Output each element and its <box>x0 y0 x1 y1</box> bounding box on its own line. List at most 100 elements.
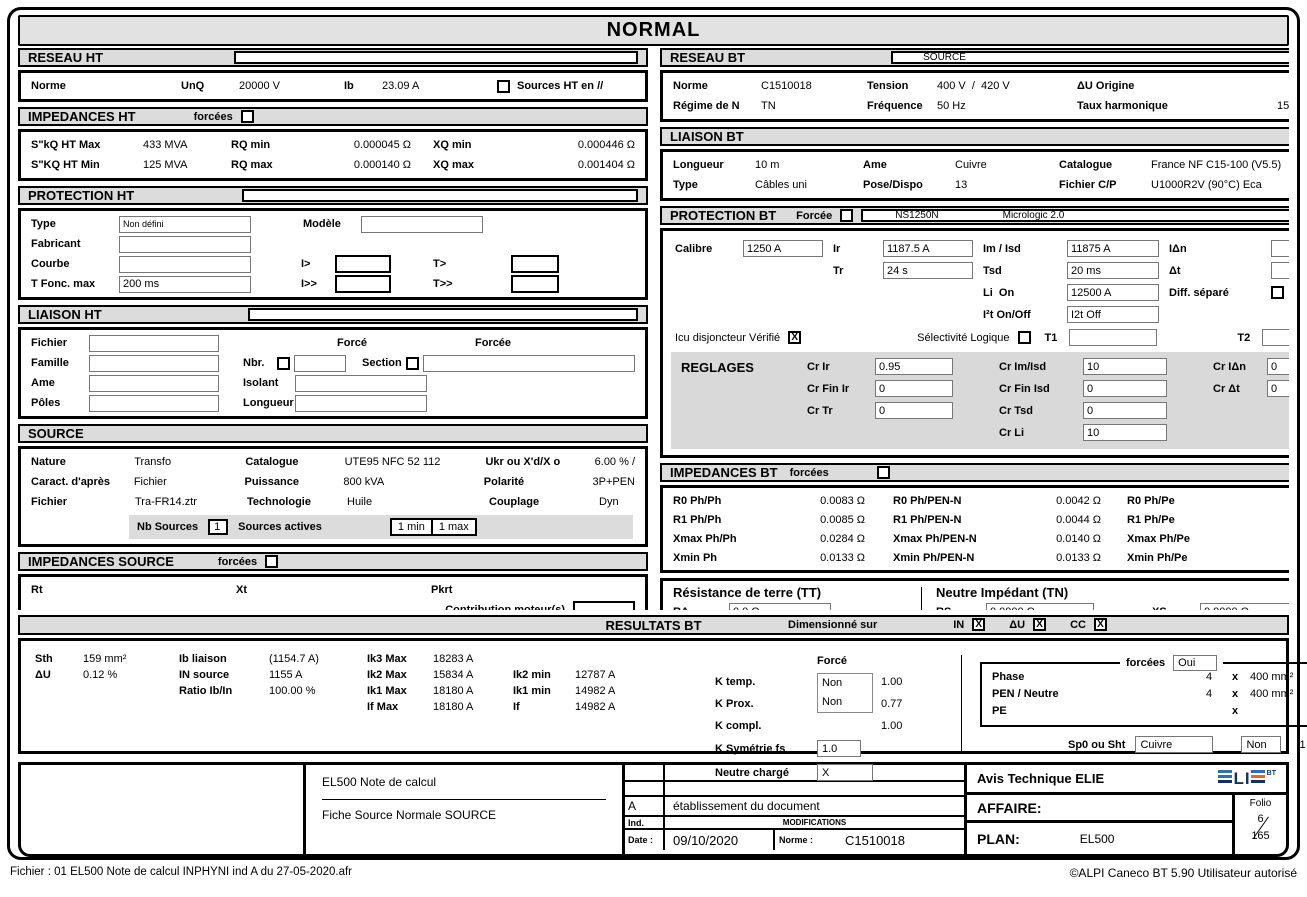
nb-sources-value[interactable]: 1 <box>208 519 229 535</box>
in-source-label: IN source <box>179 669 230 681</box>
sources-ht-label: Sources HT en // <box>517 80 604 92</box>
protection-bt-forcee-checkbox[interactable] <box>840 209 854 222</box>
liaison-bt-box: Longueur 10 m Ame Cuivre Catalogue Franc… <box>660 149 1289 201</box>
nbr-force-checkbox[interactable] <box>277 356 290 370</box>
longueur-ht-input[interactable] <box>295 394 427 412</box>
idn-label: IΔn <box>1169 242 1187 255</box>
cr-ir-label: Cr Ir <box>807 360 830 373</box>
section-force-checkbox[interactable] <box>405 356 419 370</box>
impedances-ht-forcees-checkbox[interactable] <box>240 110 254 123</box>
protection-ht-title: PROTECTION HT <box>28 188 135 203</box>
ra-input[interactable] <box>729 603 831 610</box>
t-gtgt-input[interactable] <box>511 275 559 293</box>
diff-separe-checkbox[interactable] <box>1271 286 1284 299</box>
fabricant-input[interactable] <box>119 235 251 253</box>
im-isd-input[interactable] <box>1067 240 1159 257</box>
cr-dt-input[interactable] <box>1267 380 1289 397</box>
cr-fin-isd-input[interactable] <box>1083 380 1167 397</box>
cr-fin-ir-input[interactable] <box>875 380 953 397</box>
reseau-bt-name-box[interactable]: SOURCE <box>891 51 1289 64</box>
impedances-bt-forcees-checkbox[interactable] <box>876 466 890 479</box>
neutre-charge-input[interactable]: X <box>817 764 873 781</box>
cr-idn-input[interactable] <box>1267 358 1289 375</box>
t-gtgt-label: T>> <box>433 278 453 290</box>
fichier-input[interactable] <box>89 334 219 352</box>
i2t-onoff-label: I²t On/Off <box>983 308 1031 321</box>
sources-ht-checkbox[interactable] <box>497 79 510 93</box>
rs-input[interactable] <box>986 603 1094 610</box>
poles-input[interactable] <box>89 394 219 412</box>
cr-li-input[interactable] <box>1083 424 1167 441</box>
sp0-material-input[interactable]: Cuivre <box>1135 736 1214 753</box>
sections-forcees-value[interactable]: Oui <box>1173 655 1218 671</box>
reseau-ht-name-box[interactable] <box>234 51 638 64</box>
xq-max-value: 0.001404 Ω <box>577 159 635 171</box>
cr-ir-input[interactable] <box>875 358 953 375</box>
t2-input[interactable] <box>1262 329 1289 346</box>
calibre-input[interactable] <box>743 240 823 257</box>
cr-tsd-input[interactable] <box>1083 402 1167 419</box>
ik2-max-label: Ik2 Max <box>367 669 407 681</box>
nbr-input[interactable] <box>294 354 346 372</box>
k-temp-label: K temp. <box>715 675 756 688</box>
phase-size: 400 mm² <box>1250 670 1294 683</box>
t-gt-input[interactable] <box>511 255 559 273</box>
t1-input[interactable] <box>1069 329 1158 346</box>
ukr-label: Ukr ou X'd/X o <box>485 456 561 468</box>
k-temp-force-value[interactable]: Non <box>822 677 843 689</box>
li-on-input[interactable] <box>1067 284 1159 301</box>
sp0-force-value[interactable]: Non <box>1241 736 1282 753</box>
dim-du-checkbox[interactable]: X <box>1033 618 1047 631</box>
r1-phpe-label: R1 Ph/Pe <box>1127 513 1175 526</box>
rq-min-label: RQ min <box>231 139 271 151</box>
isolant-input[interactable] <box>295 374 427 392</box>
dim-in-checkbox[interactable]: X <box>972 618 986 631</box>
dt-input[interactable] <box>1271 262 1289 279</box>
r0-phpe-label: R0 Ph/Pe <box>1127 494 1175 507</box>
cr-tr-input[interactable] <box>875 402 953 419</box>
famille-label: Famille <box>31 357 69 369</box>
folio-number: 6 <box>1257 813 1264 825</box>
i2t-onoff-input[interactable] <box>1067 306 1159 323</box>
selectivite-logique-checkbox[interactable] <box>1017 331 1031 344</box>
sources-actives-range[interactable]: 1 min 1 max <box>389 518 477 536</box>
idn-input[interactable] <box>1271 240 1289 257</box>
famille-input[interactable] <box>89 354 219 372</box>
logo-bt: BT <box>1266 770 1276 777</box>
xmax-phph-label: Xmax Ph/Ph <box>673 532 737 545</box>
calibre-label: Calibre <box>675 242 713 255</box>
i-gt-input[interactable] <box>335 255 391 273</box>
dim-cc-checkbox[interactable]: X <box>1094 618 1107 631</box>
reglages-panel: REGLAGES Cr Ir Cr Im/Isd Cr IΔn Cr Fin I… <box>671 352 1289 449</box>
k-symetrie-input[interactable]: 1.0 <box>817 740 861 757</box>
sources-max-value[interactable]: 1 max <box>438 521 469 533</box>
ratio-ib-in-label: Ratio Ib/In <box>179 685 233 697</box>
impedances-source-forcees-checkbox[interactable] <box>265 555 279 568</box>
cr-im-isd-input[interactable] <box>1083 358 1167 375</box>
liaison-ht-name-box[interactable] <box>247 308 638 321</box>
xs-input[interactable] <box>1200 603 1289 610</box>
t-fonc-max-input[interactable] <box>119 275 251 293</box>
contribution-moteurs-input[interactable] <box>573 601 635 610</box>
protection-ht-name-box[interactable] <box>242 189 638 202</box>
longueur-ht-label: Longueur <box>243 397 294 409</box>
section-input[interactable] <box>422 354 635 372</box>
k-prox-force-value[interactable]: Non <box>822 696 843 708</box>
norme-label: Norme <box>31 80 66 92</box>
protection-bt-device-box[interactable]: NS1250N Micrologic 2.0 <box>861 209 1289 222</box>
section-impedances-source: IMPEDANCES SOURCE forcées <box>18 552 648 571</box>
ame-input[interactable] <box>89 374 219 392</box>
type-input[interactable] <box>119 215 251 233</box>
ir-input[interactable] <box>883 240 973 257</box>
icu-verifie-checkbox[interactable]: X <box>788 331 802 344</box>
tension-label: Tension <box>867 80 909 92</box>
revision-index: A <box>625 797 665 815</box>
ib-liaison-label: Ib liaison <box>179 653 227 665</box>
modele-input[interactable] <box>361 215 483 233</box>
xmin-ph-label: Xmin Ph <box>673 551 718 564</box>
tr-input[interactable] <box>883 262 973 279</box>
courbe-input[interactable] <box>119 255 251 273</box>
i-gtgt-input[interactable] <box>335 275 391 293</box>
tsd-input[interactable] <box>1067 262 1159 279</box>
sources-min-value[interactable]: 1 min <box>392 520 433 534</box>
